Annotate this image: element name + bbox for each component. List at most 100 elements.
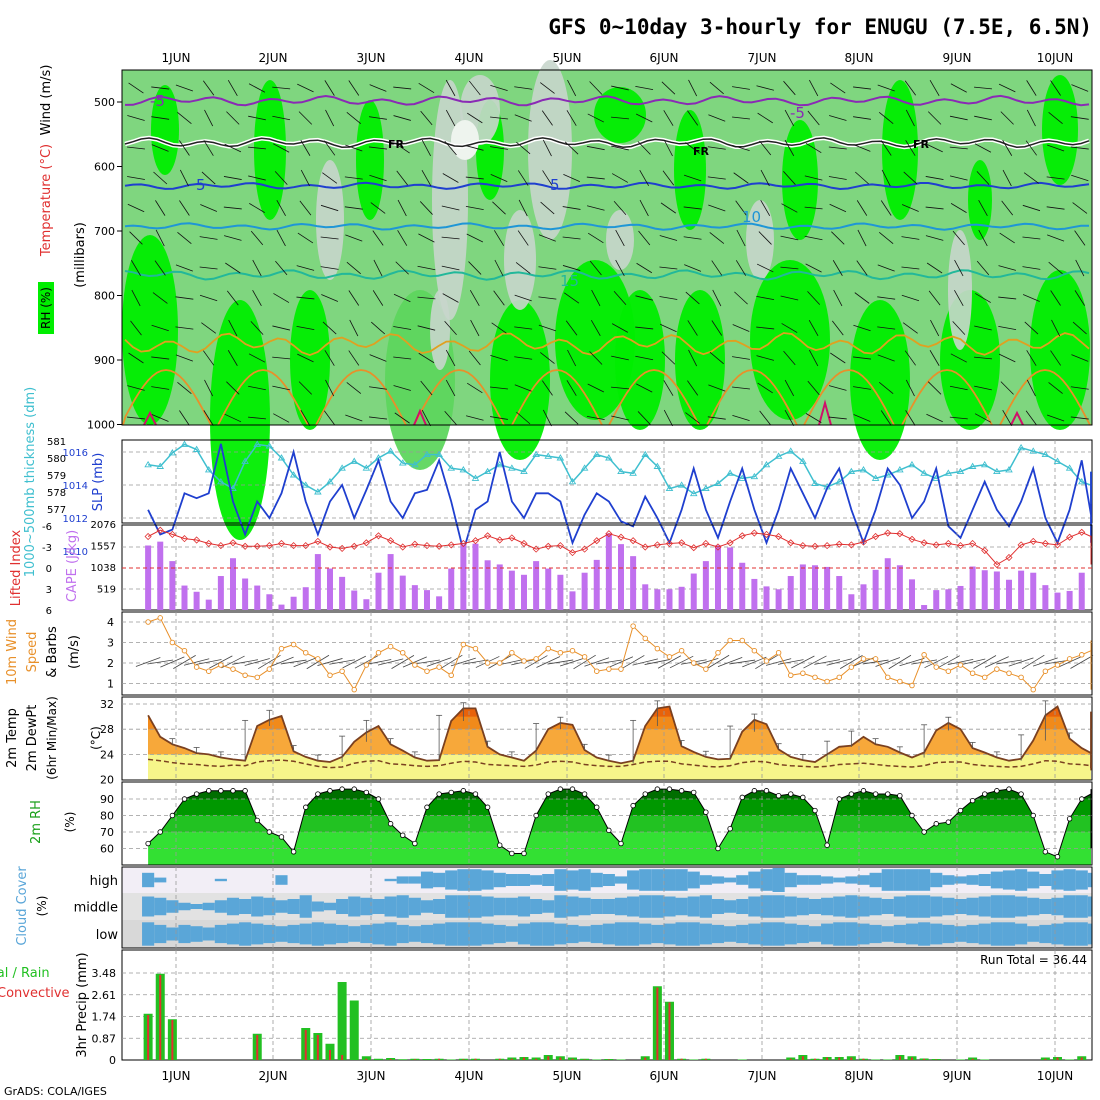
cloud-cover-bar — [893, 896, 906, 917]
cloud-cover-bar — [663, 869, 676, 891]
lifted-index-point — [617, 533, 625, 541]
wind-barb — [757, 112, 773, 124]
wind-barb — [856, 260, 868, 276]
cloud-cover-bar — [299, 923, 312, 945]
temperature-line — [147, 705, 1092, 769]
wind-barb — [490, 416, 508, 420]
cloud-cover-bar — [954, 876, 967, 884]
wind-barb — [877, 354, 895, 362]
rh-point — [1066, 816, 1073, 822]
precip-total-bar — [871, 1059, 881, 1060]
wind-barb — [783, 80, 796, 96]
wind-tick-label: 4 — [107, 616, 114, 629]
slp-tick-label: 1014 — [63, 481, 88, 492]
thickness-point — [993, 467, 1001, 475]
contour-label: FR — [913, 138, 930, 151]
wind-barb-10m — [280, 659, 307, 665]
wind-barb — [421, 139, 431, 157]
cape-bar — [278, 604, 285, 610]
lifted-index-point — [568, 549, 577, 557]
cloud-axis-label: Cloud Cover — [15, 866, 30, 946]
cape-bar — [678, 586, 685, 610]
cloud-cover-bar — [918, 922, 931, 946]
cloud-cover-bar — [639, 923, 652, 945]
wind-barb — [659, 235, 678, 241]
cloud-cover-bar — [178, 902, 191, 911]
wind-barb — [853, 116, 871, 120]
wind-barb — [804, 206, 823, 210]
cloud-cover-bar — [796, 924, 809, 944]
cape-bar — [484, 560, 491, 610]
thickness-point — [811, 479, 819, 486]
wind-barb — [127, 385, 145, 391]
wind-barb — [563, 173, 580, 183]
wind-barb — [1046, 414, 1065, 422]
wind-speed-point — [763, 658, 770, 664]
cloud-cover-bar — [226, 897, 240, 916]
wind-barb — [712, 289, 722, 307]
wind-speed-point — [569, 647, 576, 654]
wind-barb — [324, 350, 335, 366]
cloud-cover-bar — [396, 895, 409, 918]
cape-bar — [217, 576, 224, 610]
wind-barb — [421, 169, 432, 187]
thickness-point — [471, 474, 480, 481]
wind-barb — [709, 351, 724, 365]
rh-point — [642, 791, 648, 797]
date-label-top: 3JUN — [357, 51, 386, 65]
wind-panel-frame — [121, 611, 1093, 696]
wind-barb-10m — [293, 656, 318, 668]
wind-barb-10m — [632, 658, 658, 666]
wind-barb — [152, 292, 168, 304]
wind-barb — [203, 350, 215, 366]
wind-barb — [925, 176, 944, 180]
cape-bar — [193, 591, 200, 610]
wind-barb — [1002, 169, 1012, 187]
rh-point — [691, 789, 697, 796]
cape-bar — [714, 545, 721, 610]
wind-barb — [1074, 290, 1085, 306]
contour-label: -5 — [150, 92, 165, 110]
wind-barb — [877, 84, 895, 92]
cloud-cover-bar — [845, 876, 858, 884]
wind-barb — [735, 260, 747, 276]
rh-point — [218, 788, 224, 794]
wind-barb — [250, 321, 264, 335]
wind-barb — [901, 294, 920, 302]
rh-dry-region — [948, 230, 972, 350]
wind-speed-point — [751, 647, 758, 654]
li-tick-label: 3 — [46, 585, 52, 596]
cape-bar — [848, 594, 855, 610]
thickness-point — [617, 467, 625, 475]
wind-barb — [949, 385, 968, 391]
wind-barb — [151, 356, 170, 360]
wind-barb-10m — [160, 656, 185, 668]
wind-barb — [276, 229, 286, 247]
cloud-cover-bar — [966, 924, 979, 944]
thickness-point — [908, 460, 916, 468]
thickness-point — [217, 477, 225, 485]
y-tick-label: 700 — [94, 225, 115, 238]
rh-moist-region — [122, 235, 178, 425]
wind-barb — [905, 109, 915, 127]
wind-legend-label: Wind (m/s) — [39, 65, 54, 136]
rh-point — [193, 791, 200, 797]
wind-barb — [516, 141, 531, 155]
wind-barb — [467, 112, 483, 124]
wind-barb — [345, 144, 363, 152]
lifted-index-point — [253, 542, 261, 550]
wind-barb — [493, 290, 505, 306]
temp-axis-label: (6hr Min/Max) — [45, 696, 59, 780]
wind-barb — [1022, 236, 1041, 240]
wind-barb — [518, 199, 528, 217]
wind-barb — [974, 115, 992, 121]
dewpoint-line — [148, 758, 1092, 771]
wind-barb — [1002, 410, 1013, 426]
wind-barb — [324, 140, 336, 156]
cloud-cover-bar — [881, 869, 894, 891]
rh-point — [424, 804, 430, 810]
wind-barb — [878, 381, 894, 395]
wind-speed-point — [606, 666, 612, 672]
wind-barb-10m — [814, 659, 840, 665]
cape-bar — [411, 585, 418, 610]
